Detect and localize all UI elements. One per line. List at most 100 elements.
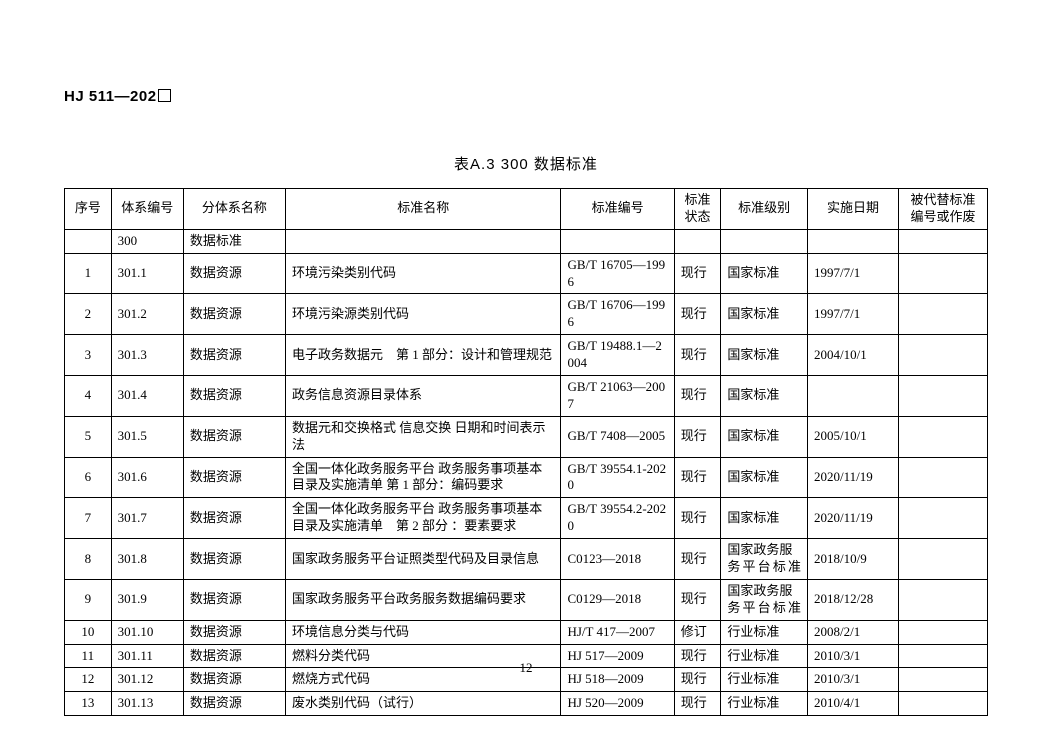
cell-seq: 8 <box>65 539 112 580</box>
cell-name: 电子政务数据元 第 1 部分：设计和管理规范 <box>286 335 561 376</box>
cell-level: 国家政务服务平台标准 <box>721 579 808 620</box>
cell-status: 现行 <box>674 498 721 539</box>
cell-level: 行业标准 <box>721 692 808 716</box>
cell-sys: 300 <box>111 229 183 253</box>
table-caption: 表A.3 300 数据标准 <box>64 153 988 174</box>
col-header-replaced: 被代替标准编号或作废 <box>899 189 988 230</box>
document-code: HJ 511—202 <box>64 88 988 105</box>
cell-seq: 6 <box>65 457 112 498</box>
cell-name: 环境污染类别代码 <box>286 253 561 294</box>
cell-code <box>561 229 674 253</box>
cell-replaced <box>899 335 988 376</box>
cell-level: 国家标准 <box>721 457 808 498</box>
cell-date: 2018/12/28 <box>808 579 899 620</box>
cell-sub: 数据资源 <box>183 376 285 417</box>
cell-sys: 301.7 <box>111 498 183 539</box>
cell-sys: 301.6 <box>111 457 183 498</box>
cell-seq: 10 <box>65 620 112 644</box>
cell-sub: 数据资源 <box>183 620 285 644</box>
cell-replaced <box>899 539 988 580</box>
table-row: 13301.13数据资源废水类别代码（试行）HJ 520—2009现行行业标准2… <box>65 692 988 716</box>
cell-name: 废水类别代码（试行） <box>286 692 561 716</box>
col-header-sys: 体系编号 <box>111 189 183 230</box>
cell-replaced <box>899 294 988 335</box>
cell-status <box>674 229 721 253</box>
cell-level: 国家标准 <box>721 335 808 376</box>
cell-seq: 4 <box>65 376 112 417</box>
cell-code: HJ/T 417—2007 <box>561 620 674 644</box>
col-header-seq: 序号 <box>65 189 112 230</box>
cell-status: 现行 <box>674 579 721 620</box>
cell-date: 2020/11/19 <box>808 498 899 539</box>
cell-status: 现行 <box>674 539 721 580</box>
cell-name: 环境污染源类别代码 <box>286 294 561 335</box>
cell-code: GB/T 16705—1996 <box>561 253 674 294</box>
cell-sys: 301.5 <box>111 416 183 457</box>
cell-level: 国家标准 <box>721 376 808 417</box>
placeholder-box-icon <box>158 89 171 102</box>
table-row: 8301.8数据资源国家政务服务平台证照类型代码及目录信息C0123—2018现… <box>65 539 988 580</box>
cell-sub: 数据资源 <box>183 498 285 539</box>
cell-sys: 301.2 <box>111 294 183 335</box>
cell-level: 行业标准 <box>721 620 808 644</box>
cell-code: GB/T 21063—2007 <box>561 376 674 417</box>
col-header-status: 标准状态 <box>674 189 721 230</box>
cell-replaced <box>899 457 988 498</box>
cell-level: 国家标准 <box>721 498 808 539</box>
cell-sub: 数据资源 <box>183 416 285 457</box>
cell-date: 2010/4/1 <box>808 692 899 716</box>
cell-code: C0123—2018 <box>561 539 674 580</box>
cell-status: 现行 <box>674 692 721 716</box>
cell-seq: 1 <box>65 253 112 294</box>
cell-sys: 301.8 <box>111 539 183 580</box>
table-category-row: 300 数据标准 <box>65 229 988 253</box>
cell-sys: 301.1 <box>111 253 183 294</box>
table-row: 2301.2数据资源环境污染源类别代码GB/T 16706—1996现行国家标准… <box>65 294 988 335</box>
cell-level <box>721 229 808 253</box>
cell-code: GB/T 7408—2005 <box>561 416 674 457</box>
cell-date: 1997/7/1 <box>808 294 899 335</box>
cell-date: 1997/7/1 <box>808 253 899 294</box>
cell-replaced <box>899 498 988 539</box>
cell-seq: 9 <box>65 579 112 620</box>
cell-name: 全国一体化政务服务平台 政务服务事项基本目录及实施清单 第 1 部分：编码要求 <box>286 457 561 498</box>
col-header-code: 标准编号 <box>561 189 674 230</box>
cell-sub: 数据标准 <box>183 229 285 253</box>
cell-sys: 301.4 <box>111 376 183 417</box>
cell-replaced <box>899 692 988 716</box>
cell-level: 国家标准 <box>721 253 808 294</box>
doc-code-prefix: HJ <box>64 88 84 105</box>
cell-date <box>808 376 899 417</box>
standards-table: 序号 体系编号 分体系名称 标准名称 标准编号 标准状态 标准级别 实施日期 被… <box>64 188 988 716</box>
col-header-date: 实施日期 <box>808 189 899 230</box>
cell-sub: 数据资源 <box>183 253 285 294</box>
cell-seq: 2 <box>65 294 112 335</box>
cell-level: 国家标准 <box>721 294 808 335</box>
col-header-level: 标准级别 <box>721 189 808 230</box>
cell-level: 国家标准 <box>721 416 808 457</box>
cell-date: 2018/10/9 <box>808 539 899 580</box>
cell-status: 现行 <box>674 376 721 417</box>
cell-sub: 数据资源 <box>183 692 285 716</box>
cell-date <box>808 229 899 253</box>
cell-code: GB/T 39554.2-2020 <box>561 498 674 539</box>
table-row: 1301.1数据资源环境污染类别代码GB/T 16705—1996现行国家标准1… <box>65 253 988 294</box>
cell-name: 全国一体化政务服务平台 政务服务事项基本目录及实施清单 第 2 部分 ：要素要求 <box>286 498 561 539</box>
cell-replaced <box>899 229 988 253</box>
cell-replaced <box>899 253 988 294</box>
cell-name: 国家政务服务平台政务服务数据编码要求 <box>286 579 561 620</box>
cell-name: 环境信息分类与代码 <box>286 620 561 644</box>
cell-replaced <box>899 416 988 457</box>
cell-status: 现行 <box>674 253 721 294</box>
cell-code: HJ 520—2009 <box>561 692 674 716</box>
table-row: 5301.5数据资源数据元和交换格式 信息交换 日期和时间表示法GB/T 740… <box>65 416 988 457</box>
table-row: 6301.6数据资源全国一体化政务服务平台 政务服务事项基本目录及实施清单 第 … <box>65 457 988 498</box>
cell-name <box>286 229 561 253</box>
cell-sub: 数据资源 <box>183 335 285 376</box>
cell-seq <box>65 229 112 253</box>
cell-status: 现行 <box>674 335 721 376</box>
doc-code-rest: 511—202 <box>84 88 156 105</box>
cell-sys: 301.13 <box>111 692 183 716</box>
cell-sys: 301.3 <box>111 335 183 376</box>
table-header-row: 序号 体系编号 分体系名称 标准名称 标准编号 标准状态 标准级别 实施日期 被… <box>65 189 988 230</box>
